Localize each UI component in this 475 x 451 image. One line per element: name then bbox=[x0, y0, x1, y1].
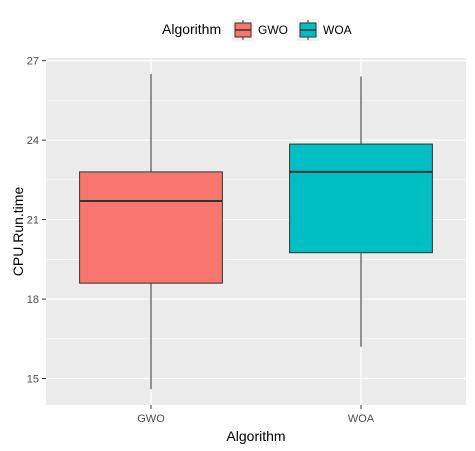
x-tick-label: WOA bbox=[348, 413, 375, 425]
x-axis-title: Algorithm bbox=[226, 428, 285, 444]
box-woa bbox=[289, 76, 433, 347]
y-tick-label: 18 bbox=[27, 294, 39, 306]
box-series bbox=[79, 73, 433, 390]
legend: Algorithm GWO WOA bbox=[162, 19, 352, 41]
legend-label: GWO bbox=[258, 23, 288, 37]
legend-entry-gwo: GWO bbox=[232, 19, 288, 41]
legend-entry-woa: WOA bbox=[297, 19, 352, 41]
x-axis: GWO WOA bbox=[137, 405, 375, 425]
y-tick-label: 27 bbox=[27, 56, 39, 68]
legend-title: Algorithm bbox=[162, 21, 221, 37]
x-tick-label: GWO bbox=[137, 413, 165, 425]
y-tick-label: 15 bbox=[27, 374, 39, 386]
box-gwo bbox=[79, 73, 223, 390]
y-axis-title: CPU.Run.time bbox=[10, 187, 26, 277]
legend-label: WOA bbox=[323, 23, 352, 37]
box-iqr bbox=[289, 143, 433, 254]
box-iqr bbox=[79, 171, 223, 284]
y-axis: 15 18 21 24 27 bbox=[27, 56, 46, 386]
y-tick-label: 24 bbox=[27, 135, 39, 147]
y-tick-label: 21 bbox=[27, 215, 39, 227]
